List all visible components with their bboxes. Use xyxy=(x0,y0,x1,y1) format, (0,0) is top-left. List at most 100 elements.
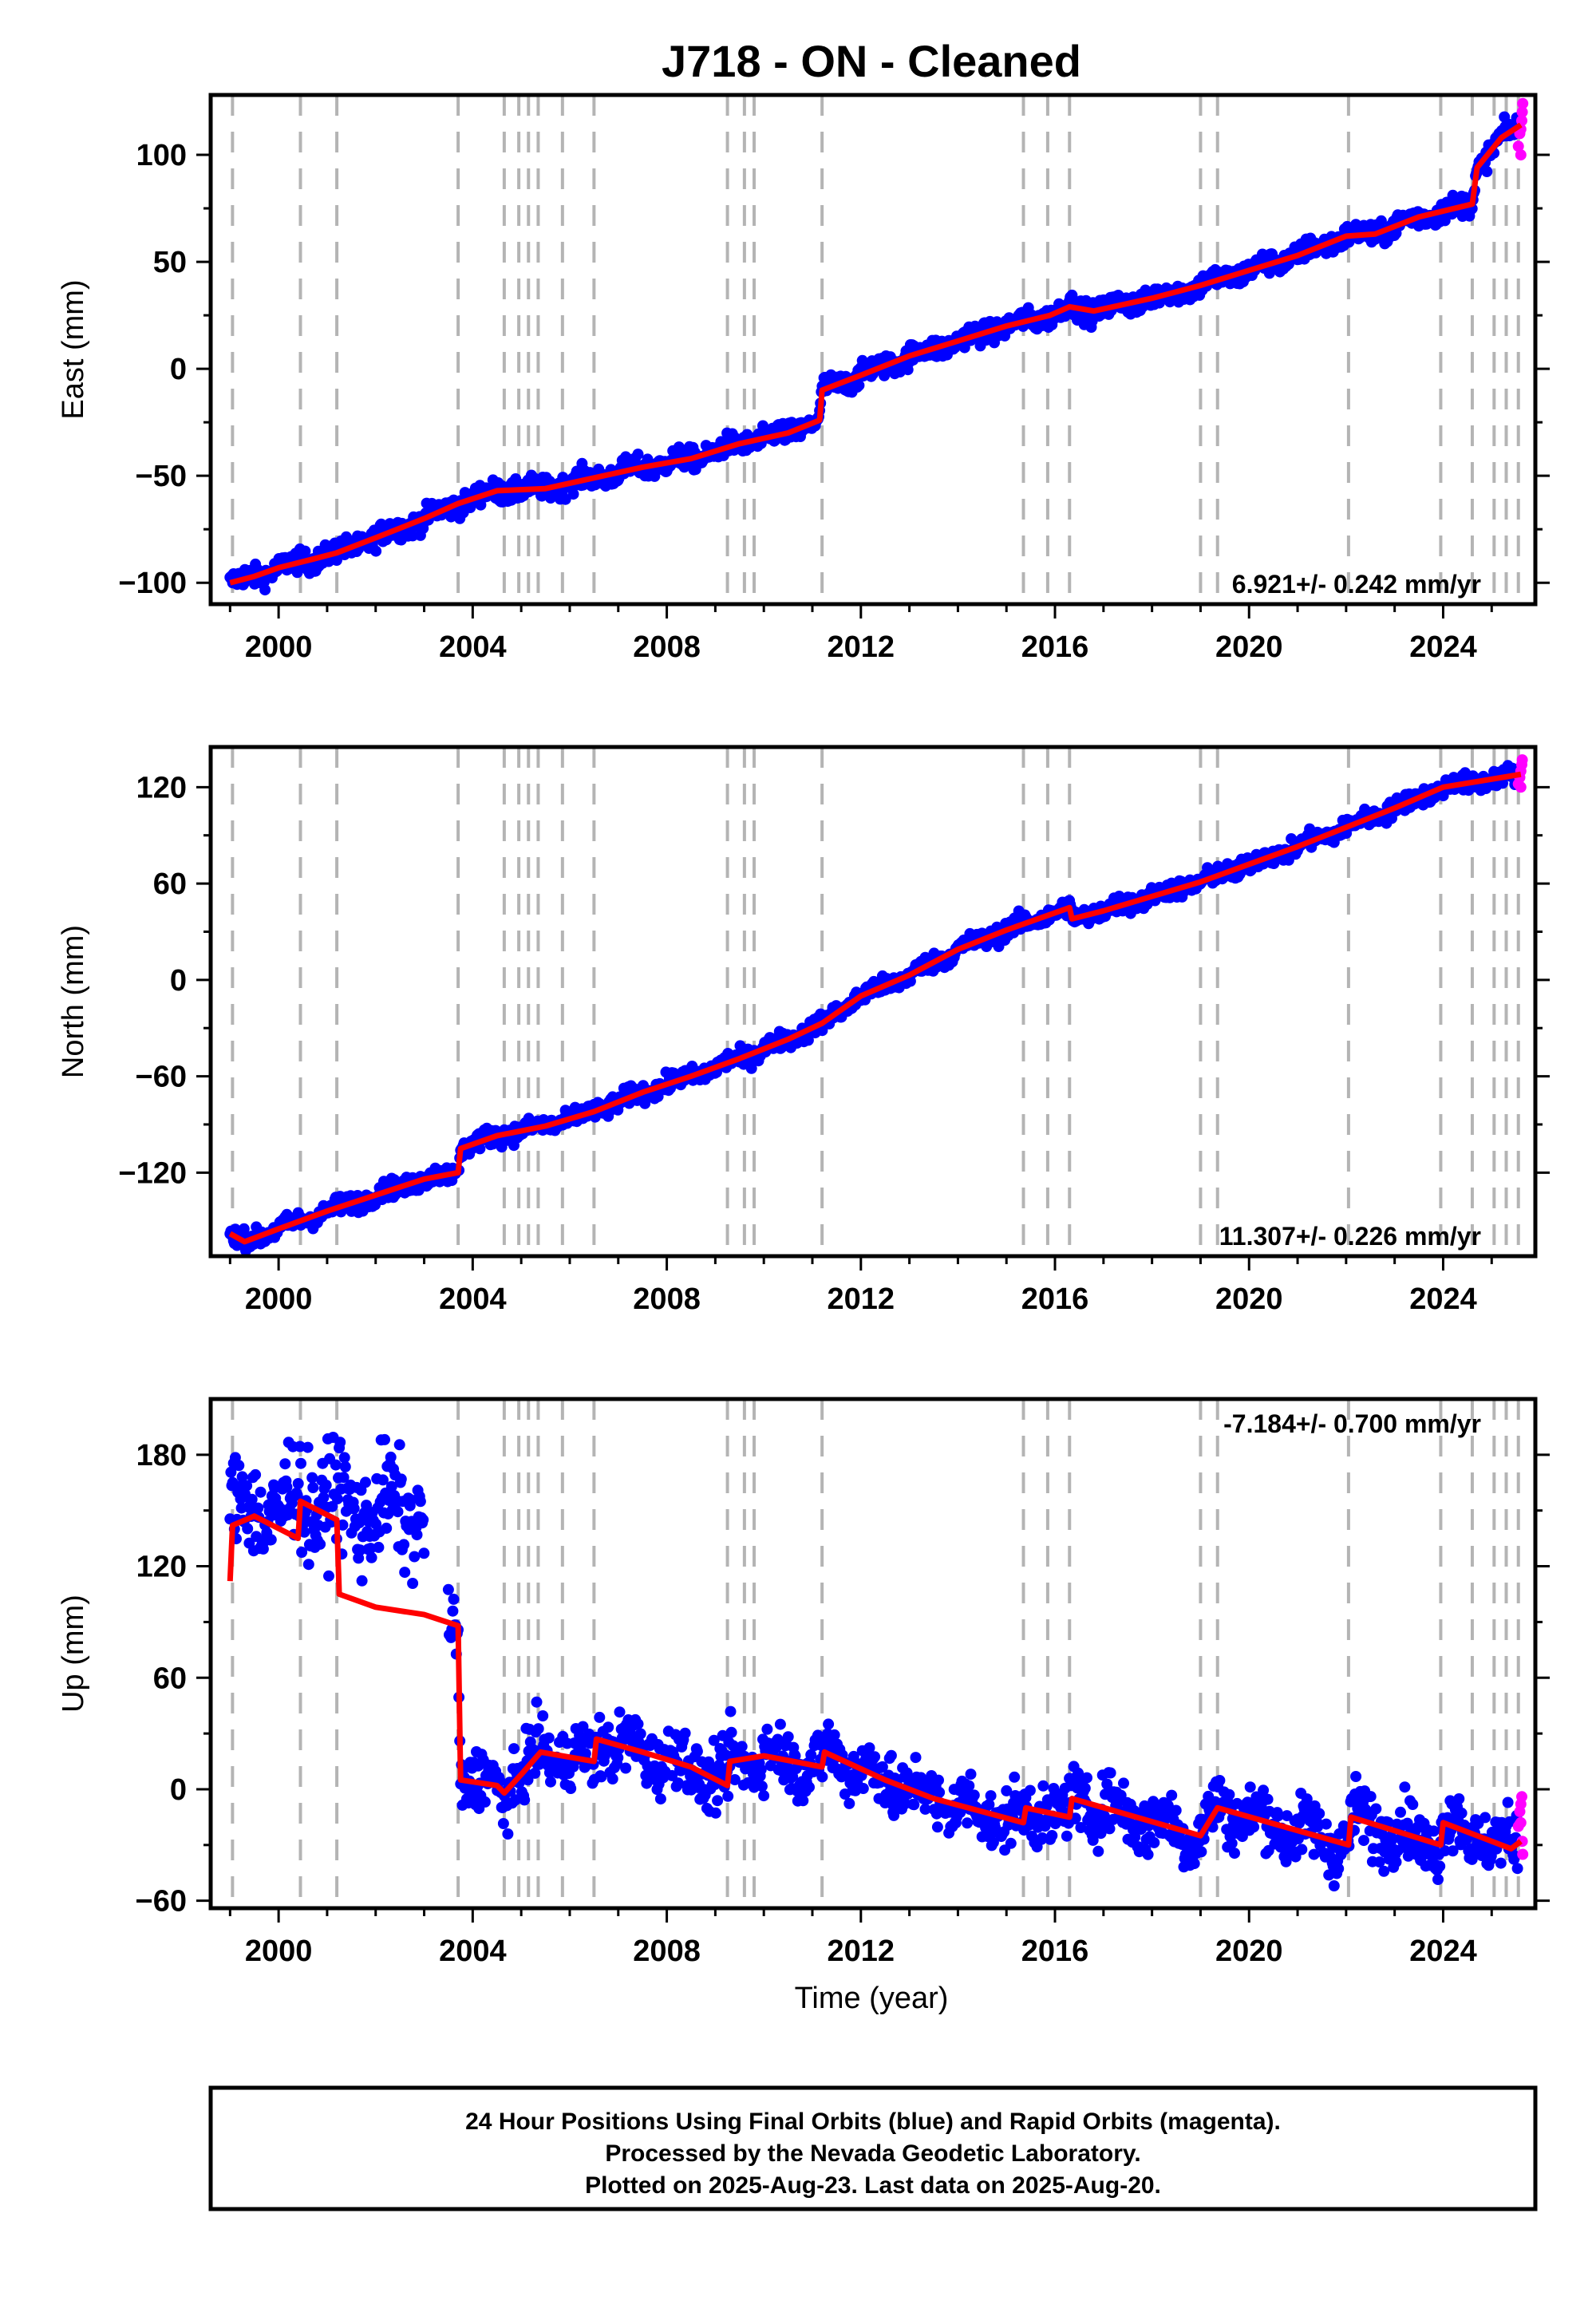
final-orbit-point xyxy=(713,1759,725,1771)
final-orbit-point xyxy=(246,1493,258,1505)
panel-frame xyxy=(208,1397,1538,1911)
final-orbit-point xyxy=(965,1769,977,1780)
final-orbit-point xyxy=(843,1797,855,1809)
footer-line-2: Processed by the Nevada Geodetic Laborat… xyxy=(605,2140,1140,2167)
final-orbit-point xyxy=(1479,1812,1491,1824)
final-orbit-point xyxy=(634,1728,646,1740)
y-tick-label: −60 xyxy=(136,1061,187,1094)
final-orbit-point xyxy=(983,1799,995,1811)
x-tick-label: 2004 xyxy=(439,1935,507,1968)
final-orbit-point xyxy=(885,1749,897,1761)
final-orbit-point xyxy=(1272,1810,1284,1822)
final-orbit-point xyxy=(745,1062,757,1074)
final-orbit-point xyxy=(291,567,303,579)
final-orbit-point xyxy=(302,1441,314,1453)
final-orbit-point xyxy=(299,545,311,557)
final-orbit-point xyxy=(802,1034,814,1046)
final-orbit-point xyxy=(502,1828,514,1840)
final-orbit-point xyxy=(532,1723,544,1735)
rapid-orbit-point xyxy=(1515,149,1527,161)
y-tick-label: −50 xyxy=(136,460,187,493)
final-orbit-point xyxy=(614,1706,626,1718)
final-orbit-point xyxy=(365,1551,377,1563)
y-tick-label: 60 xyxy=(153,1662,187,1695)
rapid-orbit-point xyxy=(1517,1848,1529,1860)
y-axis-label: North (mm) xyxy=(57,925,90,1078)
x-tick-label: 2020 xyxy=(1215,1282,1283,1316)
final-orbit-point xyxy=(1195,1846,1207,1858)
final-orbit-point xyxy=(543,1732,555,1744)
final-orbit-point xyxy=(381,1522,393,1534)
final-orbit-point xyxy=(1244,1781,1256,1793)
final-orbit-point xyxy=(761,1723,773,1735)
final-orbit-point xyxy=(1170,1804,1182,1816)
plot-area xyxy=(224,747,1528,1256)
final-orbit-point xyxy=(385,1451,397,1463)
final-orbit-point xyxy=(250,1468,262,1480)
rapid-orbit-point xyxy=(1516,1791,1527,1803)
y-tick-label: 0 xyxy=(170,1773,187,1807)
final-orbit-point xyxy=(252,1502,264,1514)
final-orbit-point xyxy=(632,1718,644,1730)
final-orbit-point xyxy=(242,1523,254,1535)
final-orbit-point xyxy=(1046,1830,1058,1841)
rapid-orbit-point xyxy=(1517,97,1529,109)
final-orbit-point xyxy=(1104,1823,1116,1835)
rapid-orbit-point xyxy=(1515,781,1527,793)
final-orbit-point xyxy=(442,1583,454,1595)
final-orbit-point xyxy=(448,1593,460,1605)
final-orbit-point xyxy=(405,1494,417,1506)
final-orbit-point xyxy=(729,1774,741,1785)
final-orbit-point xyxy=(1248,1821,1260,1833)
final-orbit-point xyxy=(816,1025,828,1037)
y-tick-label: −120 xyxy=(118,1156,187,1190)
final-orbit-point xyxy=(1079,1782,1091,1794)
final-orbit-point xyxy=(545,1776,556,1788)
final-orbit-point xyxy=(1502,1796,1514,1808)
final-orbit-point xyxy=(565,1783,577,1794)
final-orbit-point xyxy=(1395,1806,1406,1818)
y-tick-label: 120 xyxy=(136,771,187,804)
final-orbit-point xyxy=(302,1559,314,1571)
final-orbit-point xyxy=(758,1790,770,1802)
final-orbit-point xyxy=(1066,289,1078,301)
final-orbit-point xyxy=(823,1718,835,1730)
final-orbit-point xyxy=(323,1570,334,1582)
final-orbit-point xyxy=(529,1767,541,1779)
final-orbit-point xyxy=(1495,1857,1507,1869)
final-orbit-point xyxy=(691,1745,703,1757)
final-orbit-point xyxy=(1481,166,1493,177)
y-tick-label: 50 xyxy=(153,246,187,279)
velocity-rate-label: 6.921+/- 0.242 mm/yr xyxy=(1232,570,1481,599)
final-orbit-point xyxy=(712,1795,724,1807)
final-orbit-point xyxy=(774,1718,786,1730)
final-orbit-point xyxy=(519,1794,531,1806)
final-orbit-point xyxy=(418,1547,430,1559)
final-orbit-point xyxy=(595,1771,607,1783)
final-orbit-point xyxy=(373,1541,385,1553)
final-orbit-point xyxy=(869,1751,881,1763)
final-orbit-point xyxy=(392,1506,404,1518)
final-orbit-point xyxy=(298,1526,310,1538)
final-orbit-point xyxy=(1188,1858,1200,1870)
east-panel: −100 −50 0 50 100 2000 2004 2008 2012 2016 2020 202… xyxy=(57,93,1550,664)
final-orbit-point xyxy=(1407,1799,1419,1810)
final-orbit-point xyxy=(225,1466,237,1478)
x-tick-label: 2020 xyxy=(1215,630,1283,664)
final-orbit-point xyxy=(1350,1771,1362,1782)
final-orbit-point xyxy=(1262,1793,1274,1805)
final-orbit-point xyxy=(1005,1837,1017,1849)
final-orbit-point xyxy=(1061,1830,1073,1842)
y-tick-label: 180 xyxy=(136,1439,187,1472)
final-orbit-point xyxy=(1301,1793,1313,1805)
final-orbit-point xyxy=(447,1605,459,1617)
final-orbit-point xyxy=(594,1711,606,1723)
final-orbit-point xyxy=(1333,1863,1345,1875)
final-orbit-point xyxy=(797,1795,809,1807)
final-orbit-point xyxy=(968,1789,980,1801)
final-orbit-point xyxy=(853,379,865,391)
final-orbit-point xyxy=(577,1721,589,1733)
final-orbit-point xyxy=(985,1790,997,1802)
x-axis-label: Time (year) xyxy=(795,1982,949,2015)
final-orbit-point xyxy=(1037,1780,1049,1792)
